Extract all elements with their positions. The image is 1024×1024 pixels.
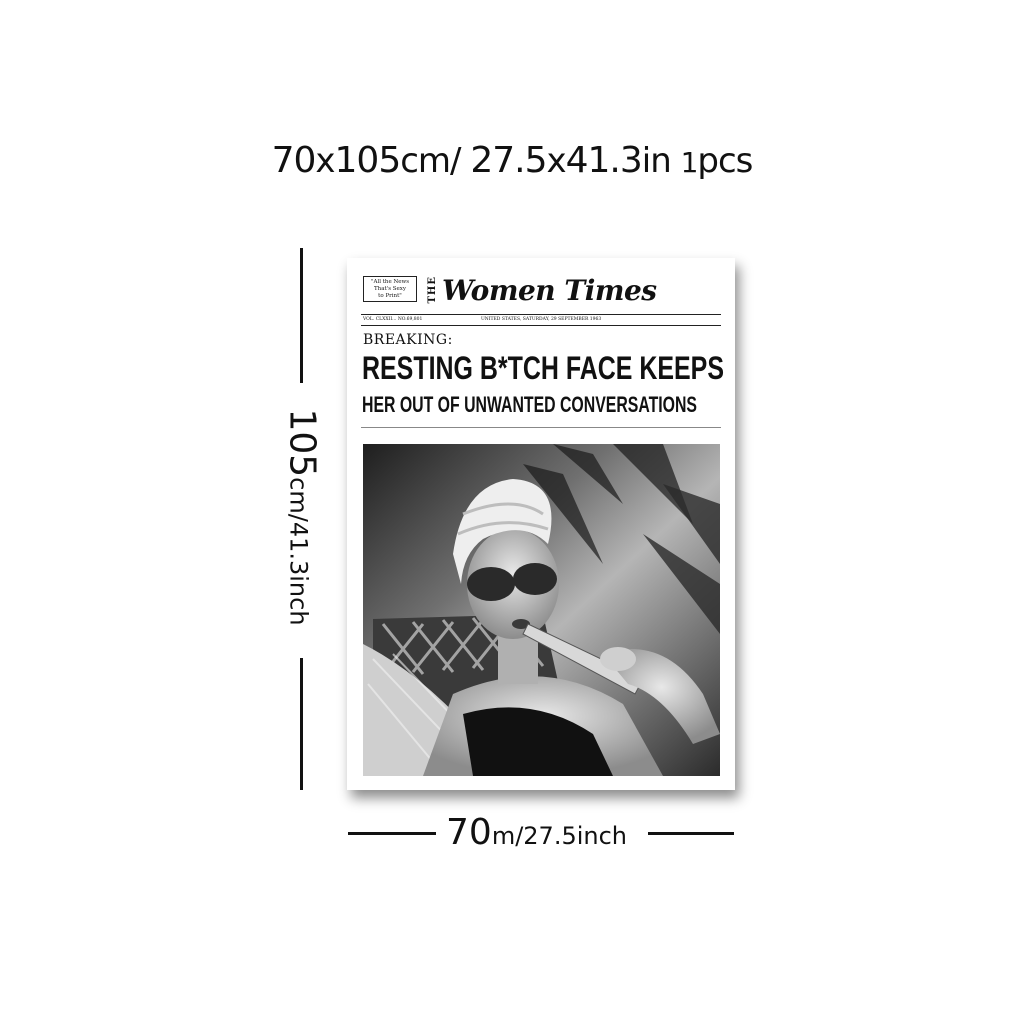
height-in: 41.3 xyxy=(565,140,643,181)
masthead: THE Women Times xyxy=(427,270,727,310)
width-in: 27.5 xyxy=(470,140,547,181)
motto-line-2: That's Sexy xyxy=(373,286,406,292)
width-value: 70 xyxy=(446,812,492,853)
pcs-unit: pcs xyxy=(697,141,753,181)
masthead-the: THE xyxy=(427,276,438,304)
height-value: 105 xyxy=(281,408,323,478)
height-cm: 105 xyxy=(334,140,402,181)
issue-date: UNITED STATES, SATURDAY, 29 SEPTEMBER 19… xyxy=(481,317,602,322)
motto-box: "All the News That's Sexy to Print" xyxy=(363,276,417,302)
issue-number: VOL. CLXXII... NO.69,801 xyxy=(363,317,423,322)
cm-unit: cm/ xyxy=(400,141,461,181)
woman-with-towel-and-sunglasses-photo-icon xyxy=(363,444,720,776)
width-dimension-line-left xyxy=(348,832,436,835)
width-cm: 70 xyxy=(271,140,317,181)
photo-image xyxy=(363,444,720,776)
masthead-title: Women Times xyxy=(442,273,657,307)
times-sign-2: x xyxy=(546,141,566,181)
width-dimension-label: 70m/27.5inch xyxy=(446,812,627,853)
height-unit: cm/41.3inch xyxy=(284,477,313,626)
rule-bottom xyxy=(361,427,721,428)
headline-line-1: RESTING B*TCH FACE KEEPS xyxy=(362,350,724,386)
headline-line-2: HER OUT OF UNWANTED CONVERSATIONS xyxy=(362,392,697,417)
width-unit: m/27.5inch xyxy=(491,822,627,850)
width-dimension-line-right xyxy=(648,832,734,835)
motto-line-3: to Print" xyxy=(378,293,402,299)
rule-middle xyxy=(361,325,721,326)
times-sign: x xyxy=(315,141,335,181)
height-dimension-label: 105cm/41.3inch xyxy=(282,408,323,625)
rule-top xyxy=(361,314,721,315)
in-unit: in xyxy=(641,141,672,181)
quantity: 1 xyxy=(680,146,699,179)
size-title: 70x105cm/ 27.5x41.3in 1pcs xyxy=(0,140,1024,181)
kicker: BREAKING: xyxy=(363,332,453,348)
poster-canvas: "All the News That's Sexy to Print" THE … xyxy=(347,258,735,790)
height-dimension-line-top xyxy=(300,248,303,383)
height-dimension-line-bottom xyxy=(300,658,303,790)
motto-line-1: "All the News xyxy=(370,279,410,285)
